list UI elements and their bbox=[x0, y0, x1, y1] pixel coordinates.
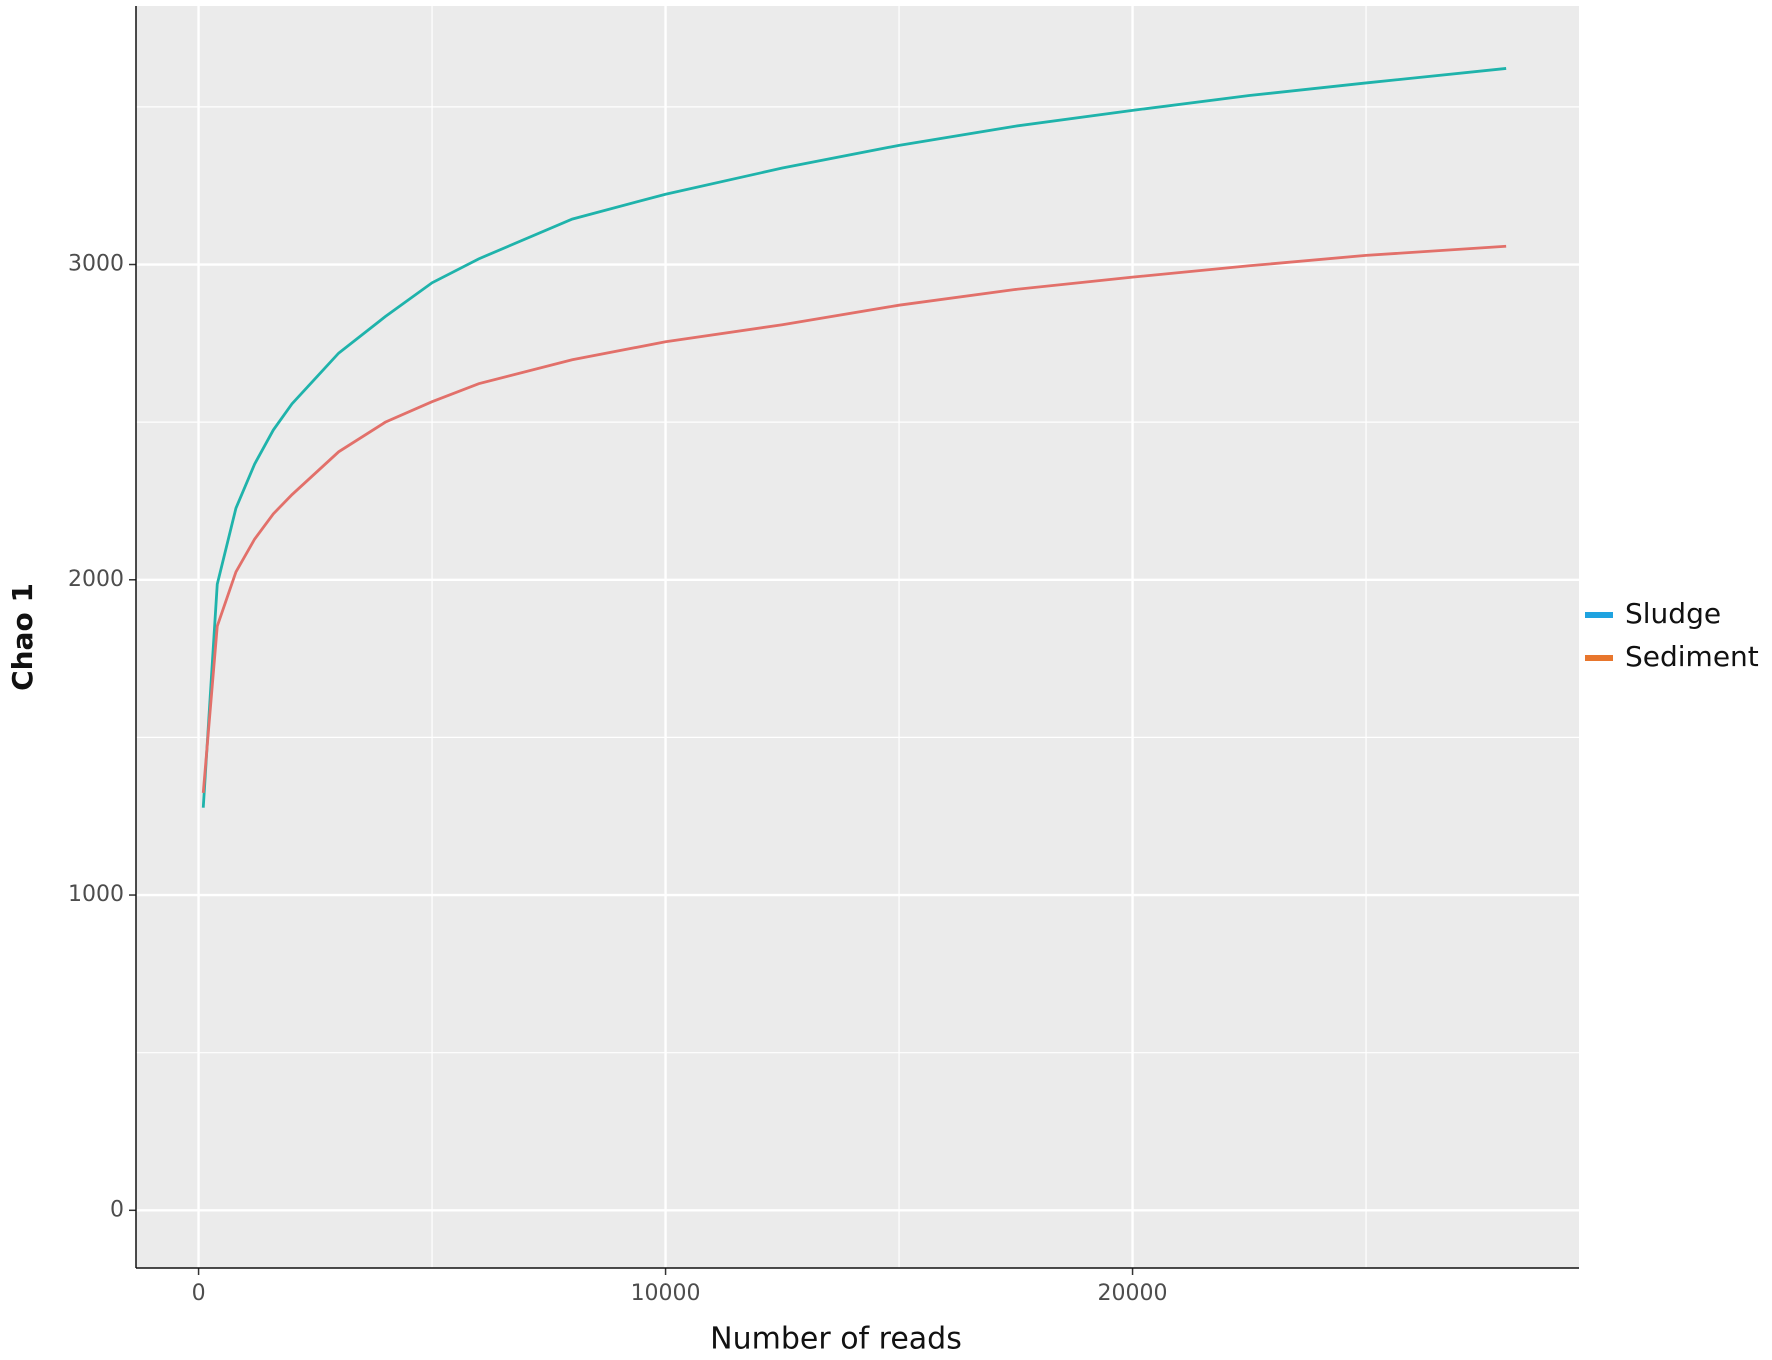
y-tick-label: 0 bbox=[110, 1197, 124, 1222]
x-tick-label: 10000 bbox=[631, 1281, 701, 1306]
y-tick-label: 2000 bbox=[68, 567, 124, 592]
series-line bbox=[201, 244, 1507, 794]
legend-label: Sediment bbox=[1625, 640, 1759, 673]
y-tick-label: 3000 bbox=[68, 252, 124, 277]
x-axis-title: Number of reads bbox=[710, 1322, 962, 1357]
x-tick-label: 0 bbox=[192, 1281, 206, 1306]
y-tick-label: 1000 bbox=[68, 882, 124, 907]
series-line bbox=[201, 67, 1507, 808]
y-axis-title: Chao 1 bbox=[6, 583, 39, 691]
legend-label: Sludge bbox=[1625, 597, 1721, 630]
plot-panel bbox=[136, 6, 1579, 1268]
x-tick-label: 20000 bbox=[1098, 1281, 1168, 1306]
